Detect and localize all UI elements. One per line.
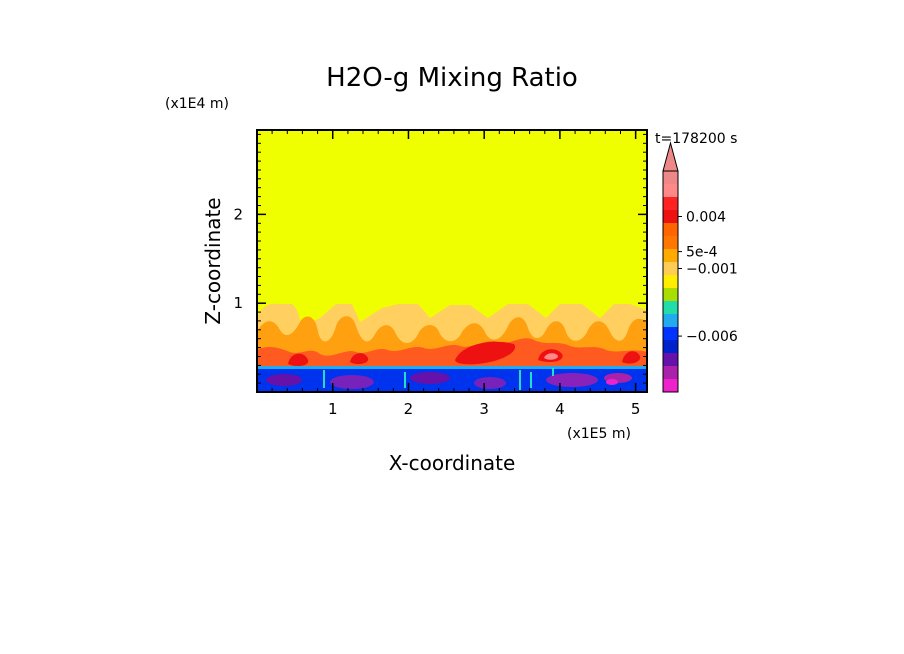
colorbar-segment [663,379,678,392]
moist-blob-2 [350,353,369,365]
colorbar-segment [663,210,678,223]
colorbar-segment [663,262,678,275]
wet-streak-2 [404,372,406,388]
colorbar-label: 5e-4 [686,245,718,261]
colorbar-label: −0.006 [686,329,738,345]
colorbar-overflow-arrow [662,141,679,172]
time-label: t=178200 s [655,131,737,147]
dry-patch-3 [410,372,450,384]
dry-patch-5 [546,373,598,387]
colorbar-segment [663,340,678,353]
colorbar-segment [663,327,678,340]
colorbar-segment [663,184,678,197]
wet-streak-5 [552,368,554,376]
colorbar-segment [663,275,678,288]
colorbar-segment [663,353,678,366]
y-tick-label: 2 [233,205,243,223]
colorbar-label: 0.004 [686,210,726,226]
x-tick-label: 1 [328,400,338,418]
moist-blob-5 [544,353,558,360]
colorbar-segment [663,249,678,262]
x-tick-label: 3 [479,400,489,418]
x-tick-label: 4 [555,400,565,418]
dry-patch-2 [330,375,374,389]
colorbar-segment [663,171,678,184]
colorbar-frame [662,170,679,393]
moisture-field [257,303,647,392]
colorbar-segment [663,288,678,301]
colorbar-segment [663,366,678,379]
chart-title: H2O-g Mixing Ratio [326,63,578,93]
y-tick-label: 1 [233,294,243,312]
axis-ticks [257,130,647,392]
plot-area: 1 2 3 4 5 1 2 [233,129,648,418]
moist-blob-6 [622,351,641,364]
colorbar-label: −0.001 [686,262,738,278]
colorbar-segment [663,197,678,210]
y-axis-label: Z-coordinate [201,197,225,324]
colorbar: 0.004 5e-4−0.001 −0.006 [662,141,738,393]
wet-streak-1 [323,370,325,388]
colorbar-segment [663,314,678,327]
colorbar-segment [663,223,678,236]
dry-patch-4 [474,377,506,389]
x-tick-label: 2 [404,400,414,418]
moist-blob-3 [455,341,516,365]
wet-streak-3 [519,370,521,390]
dry-band-top [257,366,647,369]
dry-patch-1 [266,374,302,386]
moist-blob-1 [288,353,309,367]
colorbar-segment [663,236,678,249]
x-tick-label: 5 [631,400,641,418]
colorbar-segment [663,301,678,314]
plot-frame [256,129,648,393]
y-scale-label: (x1E4 m) [165,96,229,112]
wet-streak-4 [530,372,532,388]
x-axis-label: X-coordinate [389,451,516,475]
dry-patch-7 [606,379,618,385]
axis-tick-labels: 1 2 3 4 5 1 2 [233,205,640,418]
x-scale-label: (x1E5 m) [567,426,631,442]
